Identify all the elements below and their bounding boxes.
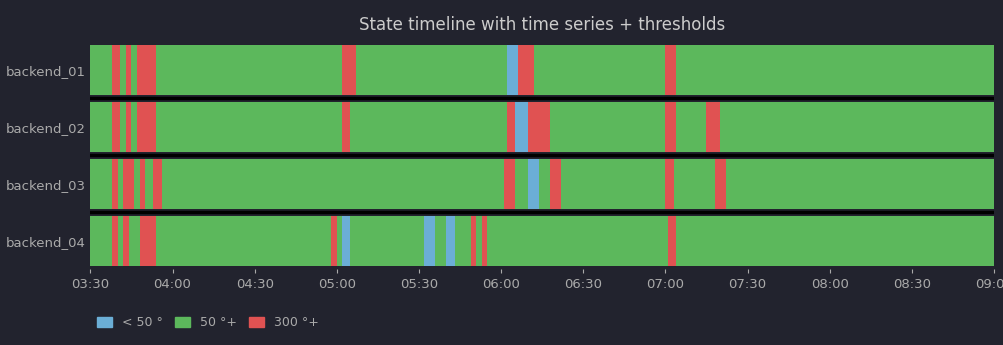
Bar xyxy=(665,159,673,209)
Bar xyxy=(117,159,123,209)
Bar xyxy=(550,102,665,152)
Bar xyxy=(350,216,424,266)
Bar xyxy=(117,216,123,266)
Bar xyxy=(528,159,539,209)
Bar xyxy=(706,102,719,152)
Bar xyxy=(134,159,139,209)
Bar xyxy=(676,102,706,152)
Bar xyxy=(90,216,112,266)
Bar xyxy=(476,216,481,266)
Bar xyxy=(142,102,155,152)
Bar xyxy=(90,102,112,152)
Bar xyxy=(719,102,993,152)
Bar xyxy=(486,216,667,266)
Bar xyxy=(131,45,136,95)
Bar xyxy=(131,102,136,152)
Bar xyxy=(665,102,676,152)
Bar xyxy=(725,159,993,209)
Bar xyxy=(507,45,517,95)
Bar xyxy=(665,45,676,95)
Bar xyxy=(155,102,342,152)
Bar xyxy=(350,102,507,152)
Bar xyxy=(123,159,134,209)
Bar xyxy=(446,216,454,266)
Bar xyxy=(155,216,331,266)
Bar xyxy=(673,159,714,209)
Bar xyxy=(125,102,131,152)
Bar xyxy=(90,159,112,209)
Bar xyxy=(528,102,550,152)
Bar xyxy=(539,159,550,209)
Bar xyxy=(139,159,145,209)
Bar xyxy=(507,102,515,152)
Bar xyxy=(161,159,504,209)
Bar xyxy=(136,102,142,152)
Bar xyxy=(120,45,125,95)
Bar xyxy=(517,45,534,95)
Bar xyxy=(504,159,515,209)
Bar xyxy=(534,45,665,95)
Bar xyxy=(112,45,120,95)
Title: State timeline with time series + thresholds: State timeline with time series + thresh… xyxy=(359,16,724,34)
Bar xyxy=(454,216,470,266)
Bar xyxy=(356,45,507,95)
Bar xyxy=(136,45,145,95)
Bar xyxy=(561,159,665,209)
Bar xyxy=(90,45,112,95)
Bar xyxy=(145,45,155,95)
Bar xyxy=(470,216,476,266)
Bar xyxy=(153,159,161,209)
Legend: < 50 °, 50 °+, 300 °+: < 50 °, 50 °+, 300 °+ xyxy=(96,316,319,329)
Bar xyxy=(112,102,120,152)
Bar xyxy=(481,216,486,266)
Bar xyxy=(714,159,725,209)
Bar xyxy=(342,216,350,266)
Bar xyxy=(112,216,117,266)
Bar xyxy=(145,159,153,209)
Bar xyxy=(342,45,356,95)
Bar xyxy=(667,216,676,266)
Bar xyxy=(515,159,528,209)
Bar xyxy=(550,159,561,209)
Bar xyxy=(120,102,125,152)
Bar xyxy=(676,216,993,266)
Bar xyxy=(112,159,117,209)
Bar xyxy=(336,216,342,266)
Bar xyxy=(125,45,131,95)
Bar xyxy=(676,45,993,95)
Bar xyxy=(424,216,435,266)
Bar xyxy=(342,102,350,152)
Bar xyxy=(331,216,336,266)
Bar xyxy=(155,45,342,95)
Bar xyxy=(123,216,128,266)
Bar xyxy=(515,102,528,152)
Bar xyxy=(139,216,155,266)
Bar xyxy=(435,216,446,266)
Bar xyxy=(128,216,139,266)
